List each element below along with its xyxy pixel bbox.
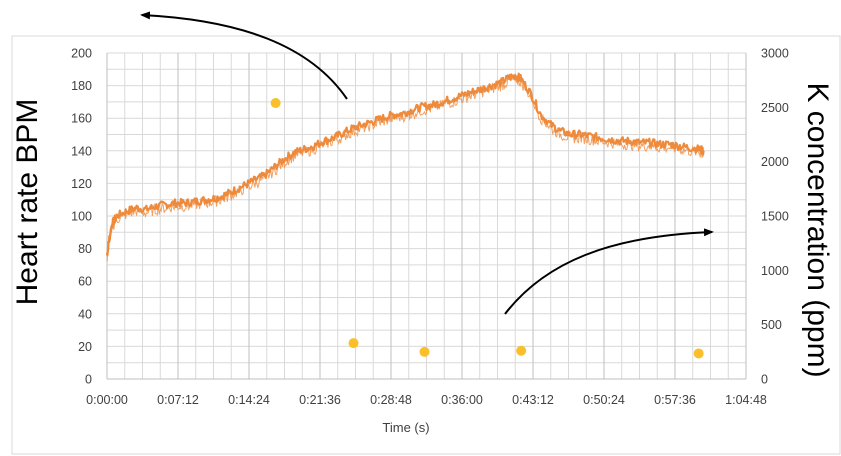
k-concentration-point xyxy=(348,338,359,349)
k-concentration-point xyxy=(693,348,704,359)
k-concentration-series xyxy=(270,97,704,359)
right-axis-title: K concentration (ppm) xyxy=(801,82,834,377)
right-tick-label: 1500 xyxy=(761,210,789,224)
left-tick-label: 140 xyxy=(71,144,92,158)
left-tick-label: 100 xyxy=(71,210,92,224)
left-axis-title: Heart rate BPM xyxy=(11,99,44,306)
left-tick-label: 80 xyxy=(78,242,92,256)
arrow-to-left-axis xyxy=(140,11,348,100)
left-tick-label: 200 xyxy=(71,47,92,61)
right-tick-label: 500 xyxy=(761,318,782,332)
right-tick-label: 3000 xyxy=(761,47,789,61)
x-tick-label: 0:36:00 xyxy=(441,393,483,407)
heart-rate-series-line xyxy=(105,72,705,257)
x-tick-label: 0:28:48 xyxy=(370,393,412,407)
left-tick-label: 120 xyxy=(71,177,92,191)
right-tick-label: 1000 xyxy=(761,264,789,278)
x-tick-label: 0:14:24 xyxy=(228,393,270,407)
left-tick-label: 40 xyxy=(78,307,92,321)
arrow-to-right-axis xyxy=(504,228,714,315)
k-concentration-point xyxy=(516,345,527,356)
left-tick-label: 0 xyxy=(85,373,92,387)
right-tick-label: 0 xyxy=(761,373,768,387)
x-tick-label: 0:57:36 xyxy=(654,393,696,407)
right-tick-label: 2500 xyxy=(761,101,789,115)
left-axis-ticks: 0 20 40 60 80 100 120 140 160 180 200 xyxy=(71,47,92,387)
heart-rate-series-line-overlay xyxy=(106,73,705,262)
k-concentration-point xyxy=(270,97,281,108)
right-axis-ticks: 0 500 1000 1500 2000 2500 3000 xyxy=(761,47,789,387)
k-concentration-point xyxy=(419,346,430,357)
left-tick-label: 20 xyxy=(78,340,92,354)
gridlines xyxy=(106,52,747,380)
x-tick-label: 0:00:00 xyxy=(86,393,128,407)
x-tick-label: 0:07:12 xyxy=(157,393,199,407)
chart-area-border xyxy=(11,35,841,455)
left-tick-label: 180 xyxy=(71,79,92,93)
x-axis-ticks: 0:00:00 0:07:12 0:14:24 0:21:36 0:28:48 0:36:… xyxy=(86,393,767,407)
right-tick-label: 2000 xyxy=(761,155,789,169)
x-tick-label: 1:04:48 xyxy=(725,393,767,407)
x-tick-label: 0:21:36 xyxy=(299,393,341,407)
x-tick-label: 0:50:24 xyxy=(583,393,625,407)
x-tick-label: 0:43:12 xyxy=(512,393,554,407)
left-tick-label: 60 xyxy=(78,275,92,289)
x-axis-title: Time (s) xyxy=(382,420,429,435)
left-tick-label: 160 xyxy=(71,112,92,126)
